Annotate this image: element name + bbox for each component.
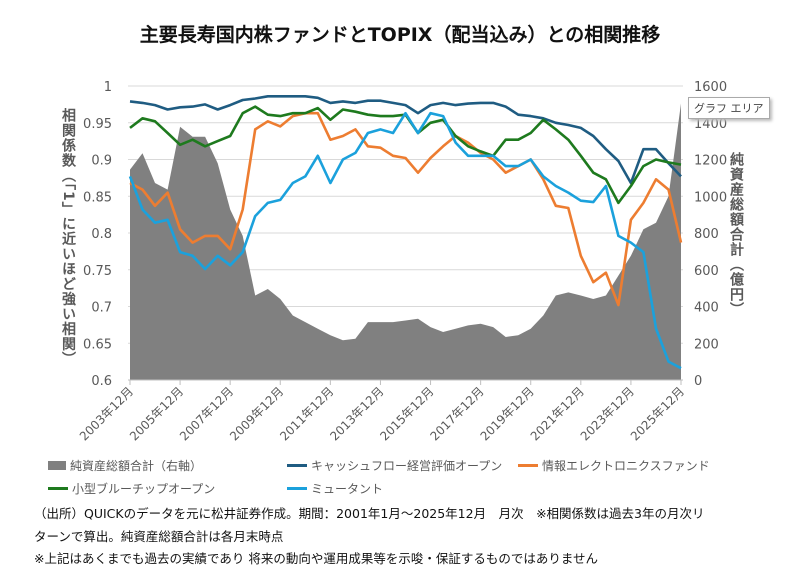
legend-item-series-1: 情報エレクトロニクスファンド (518, 457, 710, 474)
y2-tick-label: 1200 (694, 154, 727, 169)
legend-swatch (48, 461, 66, 470)
legend-label: 情報エレクトロニクスファンド (542, 459, 710, 473)
disclaimer: ※上記はあくまでも過去の実績であり 将来の動向や運用成果等を示唆・保証するもので… (34, 551, 598, 566)
source-note-cont: ターンで算出。純資産総額合計は各月末時点 (34, 529, 284, 544)
legend-item-series-0: キャッシュフロー経営評価オープン (287, 457, 502, 474)
y2-tick-label: 400 (694, 301, 719, 316)
legend-item-series-3: ミュータント (287, 480, 383, 497)
legend-label: 小型ブルーチップオープン (72, 482, 216, 496)
y-tick-label: 0.85 (83, 190, 112, 205)
legend-label: キャッシュフロー経営評価オープン (311, 459, 503, 473)
x-tick-label: 2025年12月 (628, 384, 687, 443)
legend-swatch (287, 487, 307, 490)
legend-label: ミュータント (311, 482, 384, 496)
series-line-3 (128, 111, 682, 370)
legend-label: 純資産総額合計（右軸） (70, 459, 203, 473)
y2-axis-label: 純資産総額合計（億円） (728, 152, 744, 317)
net-assets-area (130, 103, 681, 380)
legend-swatch (518, 464, 538, 467)
legend-item-series-2: 小型ブルーチップオープン (48, 480, 215, 497)
y-tick-label: 0.7 (91, 301, 112, 316)
y-tick-label: 0.75 (83, 264, 112, 279)
y-tick-label: 0.65 (83, 337, 112, 352)
legend-item-area: 純資産総額合計（右軸） (48, 457, 202, 474)
legend-swatch (48, 487, 68, 490)
plot-area[interactable]: 1 0.95 0.9 0.85 0.8 0.75 0.7 0.65 0.6 1600 1400 120… (0, 0, 800, 460)
y-tick-label: 0.95 (83, 117, 112, 132)
legend-swatch (287, 464, 307, 467)
y-tick-label: 1 (104, 80, 112, 95)
series-line-1 (129, 111, 683, 307)
y2-tick-label: 600 (694, 264, 719, 279)
y2-tick-label: 0 (694, 374, 702, 389)
y2-tick-label: 1400 (694, 117, 727, 132)
y2-tick-label: 1000 (694, 190, 727, 205)
y-tick-label: 0.9 (91, 154, 112, 169)
y2-tick-label: 800 (694, 227, 719, 242)
y-tick-label: 0.8 (91, 227, 112, 242)
series-line-0 (129, 95, 682, 185)
y-tick-label: 0.6 (91, 374, 112, 389)
y2-tick-label: 1600 (694, 80, 727, 95)
source-note: （出所）QUICKのデータを元に松井証券作成。期間：2001年1月～2025年1… (34, 506, 705, 521)
chart-area-tooltip: グラフ エリア (688, 97, 770, 119)
chart-title: 主要長寿国内株ファンドとTOPIX（配当込み）との相関推移 (139, 24, 661, 46)
y2-tick-label: 200 (694, 337, 719, 352)
y-axis-label: 相関係数（「1」に近いほど強い相関） (60, 108, 76, 367)
